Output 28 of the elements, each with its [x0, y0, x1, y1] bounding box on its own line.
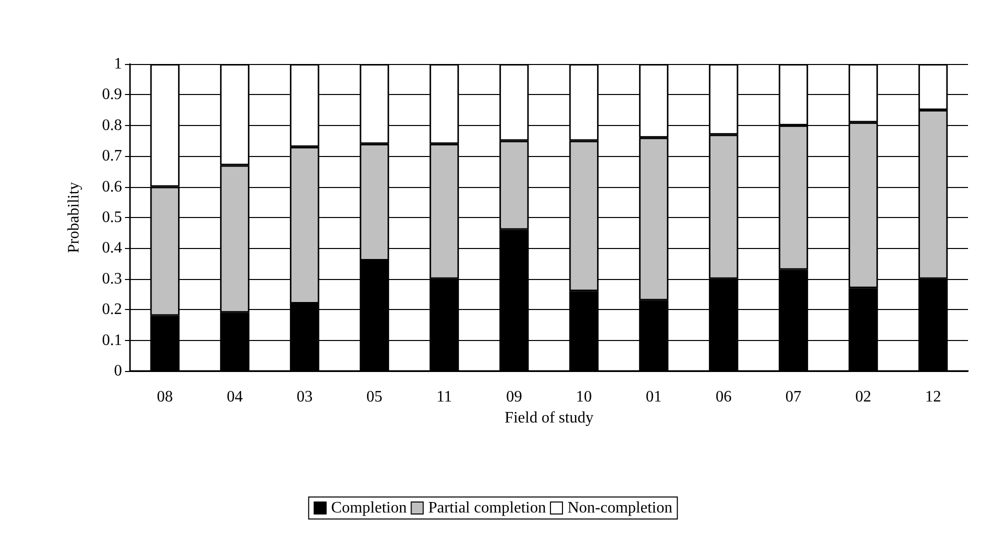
x-tick-label: 04: [226, 388, 243, 406]
legend-label: Non-completion: [567, 500, 672, 516]
x-tick-label: 01: [646, 388, 662, 406]
y-tick-label: 0: [114, 362, 122, 380]
y-tick-label: 0.9: [102, 86, 122, 104]
x-tick-label: 08: [156, 388, 173, 406]
y-tick-label: 0.2: [102, 301, 122, 318]
y-tick-label: 0.5: [102, 209, 122, 226]
x-tick-label: 10: [576, 388, 592, 406]
x-tick-label: 03: [296, 388, 313, 406]
y-tick-label: 0.1: [102, 332, 122, 349]
x-tick-label: 05: [366, 388, 382, 406]
x-axis-title: Field of study: [504, 409, 594, 426]
x-tick-label: 09: [506, 388, 522, 406]
x-tick-label: 02: [855, 388, 872, 406]
x-tick-label: 06: [716, 388, 732, 406]
y-tick-label: 0.7: [102, 148, 122, 165]
legend-label: Partial completion: [428, 500, 546, 516]
x-tick-label: 12: [925, 388, 942, 406]
y-axis-title: Probability: [66, 182, 82, 254]
y-tick-label: 0.6: [102, 178, 122, 196]
y-tick-label: 0.4: [102, 240, 122, 257]
x-tick-label: 07: [785, 388, 802, 406]
x-tick-label: 11: [436, 388, 452, 406]
y-tick-label: 0.8: [102, 116, 122, 134]
y-tick-label: 1: [114, 56, 122, 72]
legend-label: Completion: [331, 500, 407, 516]
y-tick-label: 0.3: [102, 270, 122, 288]
